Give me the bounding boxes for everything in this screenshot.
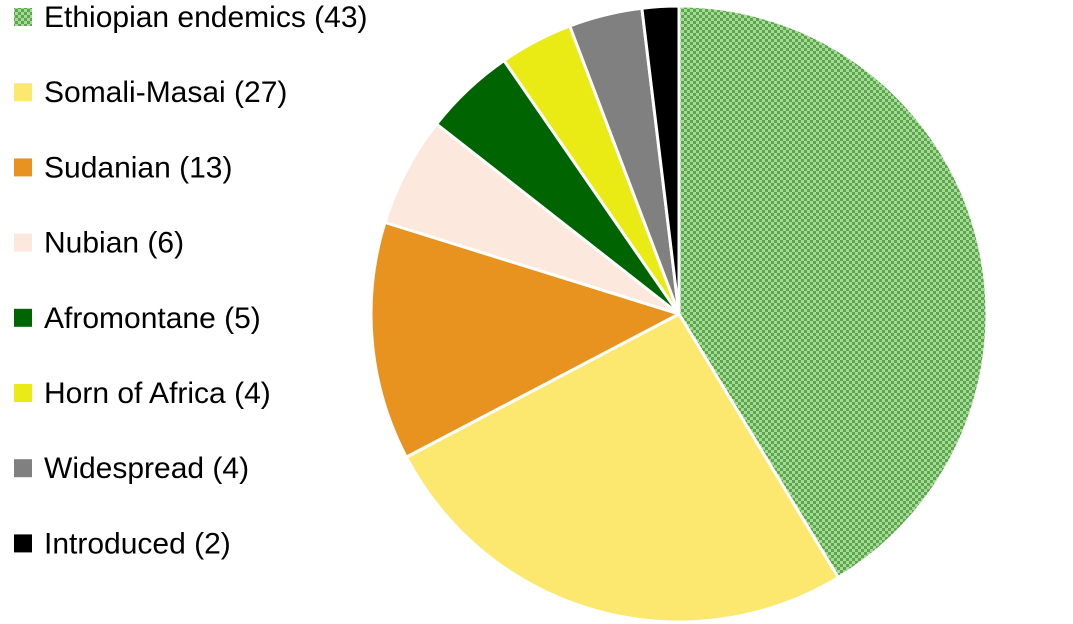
pie-slices — [369, 4, 989, 624]
pie-slice-somali-masai — [404, 312, 840, 624]
pie-slice-sudanian — [369, 220, 681, 459]
legend-swatch-sudanian — [14, 158, 32, 177]
legend-label-sudanian: Sudanian (13) — [44, 151, 232, 184]
legend-label-introduced: Introduced (2) — [44, 527, 231, 560]
legend-swatch-widespread — [14, 459, 32, 478]
legend-label-ethiopian-endemics: Ethiopian endemics (43) — [44, 1, 368, 34]
legend-swatch-introduced — [14, 534, 32, 553]
legend-label-widespread: Widespread (4) — [44, 452, 249, 485]
legend-swatch-somali-masai — [14, 83, 32, 102]
legend-label-afromontane: Afromontane (5) — [44, 302, 261, 335]
legend: Ethiopian endemics (43) Somali-Masai (27)… — [14, 1, 368, 560]
legend-label-nubian: Nubian (6) — [44, 227, 184, 260]
legend-swatch-horn-of-africa — [14, 384, 32, 402]
legend-swatch-afromontane — [14, 308, 32, 327]
legend-label-horn-of-africa: Horn of Africa (4) — [44, 377, 271, 410]
pie-slice-ethiopian-endemics — [677, 4, 989, 580]
legend-swatch-nubian — [14, 233, 32, 252]
pie-slice-introduced — [640, 4, 681, 316]
legend-swatch-ethiopian-endemics — [14, 8, 32, 26]
legend-label-somali-masai: Somali-Masai (27) — [44, 76, 287, 109]
